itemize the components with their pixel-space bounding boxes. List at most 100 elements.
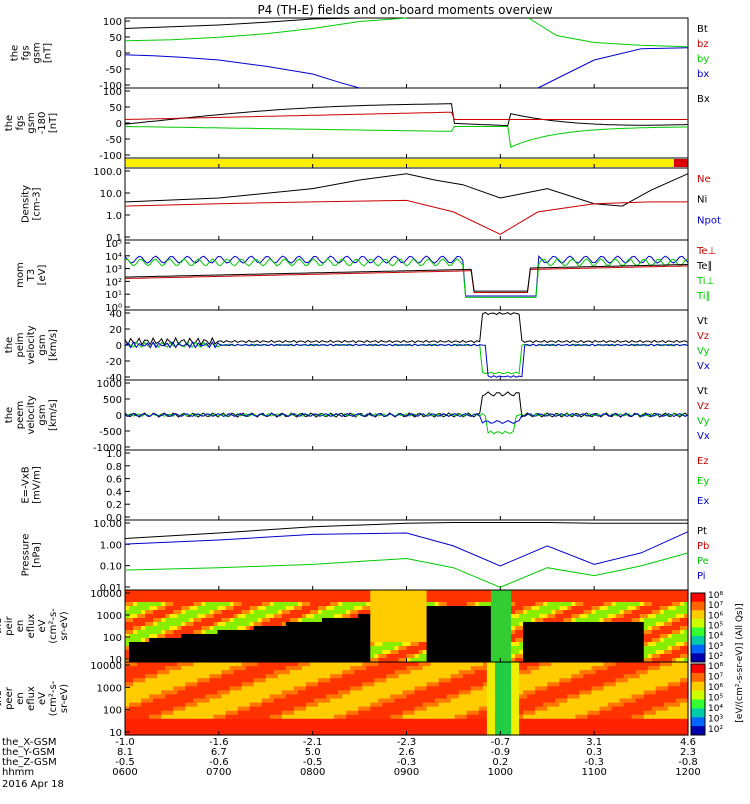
spectrogram-cell — [161, 622, 166, 627]
spectrogram-cell — [571, 682, 576, 687]
spectrogram-cell — [225, 590, 231, 595]
spectrogram-cell — [442, 630, 448, 635]
spectrogram-cell — [285, 606, 291, 611]
spectrogram-cell — [334, 690, 339, 696]
spectrogram-cell — [173, 642, 178, 647]
spectrogram-cell — [129, 694, 134, 700]
spectrogram-cell — [257, 674, 263, 679]
spectrogram-cell — [426, 730, 432, 736]
spectrogram-cell — [511, 694, 516, 700]
spectrogram-cell — [482, 594, 488, 599]
spectrogram-cell — [684, 602, 689, 607]
spectrogram-cell — [547, 670, 552, 675]
spectrogram-cell — [515, 666, 520, 671]
spectrogram-cell — [651, 650, 657, 655]
spectrogram-cell — [169, 686, 174, 691]
spectrogram-cell — [378, 714, 383, 720]
spectrogram-cell — [482, 694, 488, 700]
spectrogram-cell — [310, 626, 315, 631]
spectrogram-cell — [169, 726, 174, 732]
spectrogram-cell — [635, 698, 641, 704]
spectrogram-cell — [523, 638, 528, 643]
spectrogram-cell — [559, 730, 564, 736]
spectrogram-cell — [430, 686, 436, 691]
spectrogram-cell — [675, 650, 681, 655]
spectrogram-cell — [293, 650, 299, 655]
spectrogram-cell — [507, 726, 512, 732]
spectrogram-cell — [293, 710, 299, 716]
spectrogram-cell — [265, 610, 271, 615]
spectrogram-cell — [253, 702, 259, 708]
spectrogram-cell — [281, 698, 287, 704]
spectrogram-cell — [374, 730, 379, 736]
spectrogram-cell — [486, 658, 492, 663]
spectrogram-cell — [603, 638, 609, 643]
spectrogram-cell — [129, 698, 134, 704]
spectrogram-cell — [675, 682, 681, 687]
spectrogram-cell — [209, 662, 215, 667]
spectrogram-cell — [253, 694, 259, 700]
spectrogram-cell — [201, 662, 206, 667]
spectrogram-cell — [547, 698, 552, 704]
spectrogram-cell — [587, 698, 593, 704]
spectrogram-cell — [470, 682, 476, 687]
spectrogram-cell — [543, 702, 548, 708]
spectrogram-cell — [157, 614, 162, 619]
spectrogram-cell — [583, 614, 588, 619]
spectrogram-cell — [322, 638, 327, 643]
spectrogram-cell — [362, 702, 367, 708]
spectrogram-cell — [386, 610, 391, 615]
spectrogram-cell — [643, 634, 649, 639]
spectrogram-cell — [221, 702, 227, 708]
spectrogram-cell — [639, 722, 645, 728]
spectrogram-cell — [454, 654, 460, 659]
spectrogram-cell — [458, 622, 464, 627]
spectrogram-cell — [265, 626, 271, 631]
spectrogram-cell — [495, 694, 500, 700]
spectrogram-cell — [515, 722, 520, 728]
spectrogram-cell — [579, 650, 584, 655]
spectrogram-cell — [193, 694, 198, 700]
spectrogram-cell — [539, 686, 544, 691]
spectrogram-cell — [157, 638, 162, 643]
spectrogram-cell — [446, 622, 452, 627]
spectrogram-cell — [273, 690, 279, 696]
spectrogram-cell — [354, 694, 359, 700]
spectrogram-cell — [418, 650, 424, 655]
spectrogram-cell — [293, 590, 299, 595]
spectrogram-cell — [362, 662, 367, 667]
spectrogram-cell — [430, 594, 436, 599]
spectrogram-cell — [523, 722, 528, 728]
spectrogram-cell — [398, 730, 404, 736]
spectrogram-cell — [438, 614, 444, 619]
spectrogram-cell — [366, 698, 371, 704]
spectrogram-cell — [169, 618, 174, 623]
spectrogram-cell — [133, 718, 138, 724]
spectrogram-cell — [213, 682, 219, 687]
spectrogram-cell — [591, 646, 597, 651]
spectrogram-cell — [482, 698, 488, 704]
spectrogram-cell — [189, 694, 194, 700]
spectrogram-cell — [667, 702, 673, 708]
spectrogram-cell — [193, 658, 198, 663]
spectrogram-cell — [245, 682, 251, 687]
spectrogram-cell — [221, 710, 227, 716]
spectrogram-cell — [261, 642, 267, 647]
spectrogram-cell — [193, 618, 198, 623]
spectrogram-cell — [499, 718, 504, 724]
spectrogram-cell — [635, 622, 641, 627]
spectrogram-cell — [438, 706, 444, 712]
spectrogram-cell — [382, 646, 387, 651]
spectrogram-cell — [169, 706, 174, 712]
spectrogram-cell — [334, 694, 339, 700]
spectrogram-cell — [482, 634, 488, 639]
spectrogram-cell — [410, 706, 416, 712]
spectrogram-cell — [402, 610, 408, 615]
spectrogram-cell — [237, 670, 243, 675]
spectrogram-cell — [189, 630, 194, 635]
spectrogram-cell — [410, 626, 416, 631]
spectrogram-cell — [647, 666, 653, 671]
spectrogram-cell — [587, 714, 593, 720]
spectrogram-cell — [599, 678, 605, 683]
spectrogram-cell — [141, 702, 146, 708]
